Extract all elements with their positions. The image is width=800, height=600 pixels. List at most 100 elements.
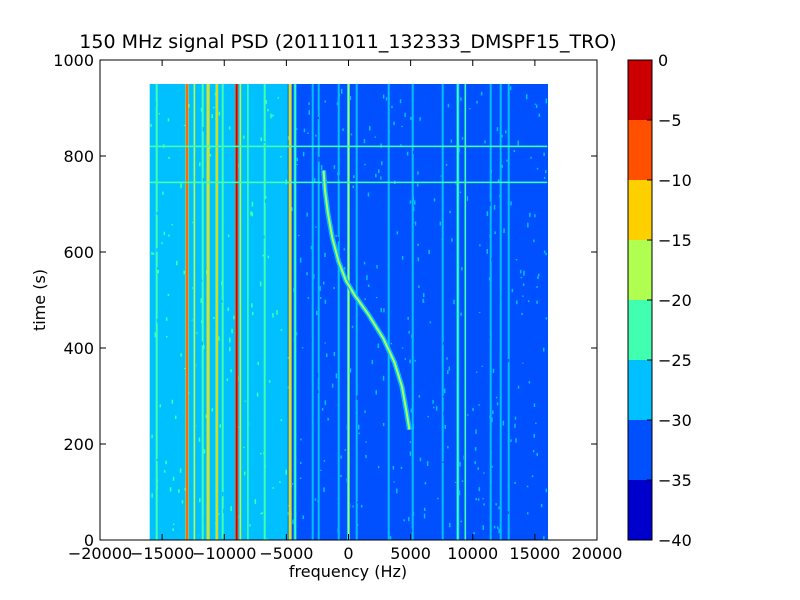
heatmap-speckle — [390, 152, 392, 155]
heatmap-column — [353, 84, 356, 540]
heatmap-speckle — [205, 414, 208, 419]
heatmap-speckle — [392, 208, 395, 211]
heatmap-speckle — [152, 193, 154, 197]
heatmap-speckle — [167, 500, 170, 506]
heatmap-speckle — [152, 428, 155, 434]
heatmap-speckle — [501, 294, 504, 300]
heatmap-speckle — [340, 474, 342, 478]
heatmap-speckle — [170, 513, 172, 517]
heatmap-speckle — [263, 98, 266, 103]
heatmap-speckle — [410, 408, 413, 413]
heatmap-column — [195, 84, 198, 540]
carrier-line — [247, 84, 249, 540]
heatmap-speckle — [221, 491, 224, 497]
heatmap-speckle — [337, 404, 340, 406]
heatmap-speckle — [172, 96, 175, 101]
heatmap-column — [381, 84, 384, 540]
heatmap-speckle — [175, 415, 177, 419]
heatmap-speckle — [384, 470, 386, 473]
heatmap-column — [217, 84, 220, 540]
heatmap-speckle — [188, 392, 190, 394]
heatmap-speckle — [183, 91, 186, 94]
heatmap-speckle — [267, 281, 270, 286]
carrier-line — [464, 84, 467, 540]
heatmap-speckle — [356, 503, 358, 507]
heatmap-speckle — [280, 330, 282, 334]
heatmap-column — [211, 84, 214, 540]
heatmap-speckle — [369, 506, 371, 511]
heatmap-speckle — [380, 176, 382, 180]
heatmap-speckle — [538, 141, 540, 145]
heatmap-speckle — [543, 176, 546, 179]
heatmap-column — [519, 84, 522, 540]
heatmap-speckle — [422, 298, 424, 303]
heatmap-column — [397, 84, 400, 540]
heatmap-speckle — [468, 352, 471, 356]
heatmap-speckle — [520, 276, 523, 279]
heatmap-column — [391, 84, 394, 540]
heatmap-column — [383, 84, 386, 540]
heatmap-speckle — [496, 396, 498, 399]
heatmap-column — [527, 84, 530, 540]
heatmap-speckle — [358, 424, 360, 430]
heatmap-column — [299, 84, 302, 540]
heatmap-speckle — [343, 248, 346, 251]
heatmap-speckle — [408, 348, 410, 354]
heatmap-speckle — [326, 353, 328, 357]
heatmap-speckle — [401, 347, 404, 349]
heatmap-speckle — [501, 164, 503, 168]
heatmap-speckle — [150, 106, 152, 109]
heatmap-speckle — [151, 252, 153, 255]
heatmap-speckle — [203, 517, 205, 523]
heatmap-speckle — [295, 239, 298, 243]
heatmap-speckle — [220, 486, 222, 490]
heatmap-speckle — [286, 171, 288, 174]
heatmap-column — [333, 84, 336, 540]
heatmap-column — [393, 84, 396, 540]
heatmap-column — [415, 84, 418, 540]
heatmap-speckle — [419, 279, 421, 282]
heatmap-column — [467, 84, 470, 540]
heatmap-speckle — [534, 214, 536, 218]
heatmap-speckle — [489, 234, 491, 238]
heatmap-speckle — [244, 183, 247, 187]
heatmap-speckle — [300, 438, 302, 441]
heatmap-column — [253, 84, 256, 540]
heatmap-speckle — [164, 89, 167, 92]
heatmap-speckle — [169, 484, 171, 487]
heatmap-speckle — [517, 385, 520, 389]
heatmap-speckle — [408, 517, 410, 522]
heatmap-speckle — [211, 114, 213, 119]
heatmap-speckle — [209, 233, 212, 239]
heatmap-speckle — [303, 289, 305, 294]
heatmap-column — [229, 84, 232, 540]
heatmap-speckle — [355, 411, 358, 415]
heatmap-speckle — [484, 414, 486, 417]
heatmap-speckle — [284, 197, 287, 202]
heatmap-speckle — [532, 402, 534, 406]
heatmap-speckle — [232, 364, 235, 366]
heatmap-speckle — [269, 200, 272, 204]
heatmap-speckle — [490, 333, 492, 337]
heatmap-column — [441, 84, 444, 540]
heatmap-speckle — [437, 447, 440, 451]
heatmap-column — [475, 84, 478, 540]
carrier-line — [289, 84, 291, 540]
heatmap-column — [355, 84, 358, 540]
heatmap-column — [531, 84, 534, 540]
heatmap-speckle — [225, 109, 227, 112]
heatmap-speckle — [228, 126, 231, 130]
heatmap-column — [343, 84, 346, 540]
heatmap-speckle — [357, 166, 360, 168]
heatmap-speckle — [180, 252, 182, 255]
heatmap-speckle — [449, 522, 451, 528]
heatmap-speckle — [176, 260, 178, 266]
heatmap-speckle — [306, 272, 308, 276]
heatmap-speckle — [150, 119, 153, 125]
heatmap-speckle — [372, 94, 375, 97]
heatmap-speckle — [467, 414, 469, 416]
carrier-line — [294, 84, 296, 540]
heatmap-speckle — [171, 468, 173, 474]
heatmap-column — [165, 84, 168, 540]
heatmap-speckle — [154, 102, 156, 107]
